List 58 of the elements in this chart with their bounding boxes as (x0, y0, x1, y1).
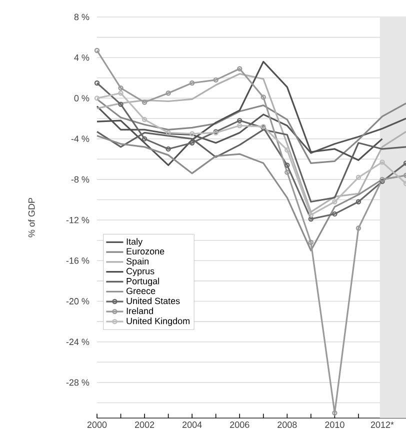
point (260, 94, 266, 100)
point (189, 140, 195, 146)
point (332, 211, 338, 217)
x-tick-label: 2006 (230, 422, 250, 428)
point (166, 130, 171, 136)
y-tick-label: -24 % (66, 338, 90, 346)
point (237, 123, 242, 128)
point (332, 199, 338, 204)
y-tick-label: -8 % (71, 176, 90, 183)
point (166, 146, 171, 152)
point (166, 90, 171, 96)
y-tick-label: 8 % (74, 14, 90, 20)
legend-label: Portugal (126, 278, 159, 286)
point (118, 85, 124, 91)
y-tick-label: -28 % (66, 379, 90, 386)
point (237, 66, 242, 72)
point (380, 160, 385, 165)
legend-label: Eurozone (126, 248, 164, 254)
legend-label: United Kingdom (126, 318, 190, 326)
point (284, 170, 290, 175)
x-tick-label: 2012* (370, 422, 394, 428)
y-tick-label: -4 % (71, 136, 90, 142)
x-tick-label: 2008 (278, 422, 297, 428)
legend-label: Spain (126, 258, 148, 266)
legend-label: Greece (126, 288, 156, 294)
point (356, 226, 362, 231)
point (118, 102, 124, 107)
legend-label: Italy (126, 238, 143, 247)
point (189, 80, 195, 86)
y-tick-label: 0 % (74, 95, 90, 102)
x-tick-label: 2004 (182, 422, 202, 428)
y-tick-label: -12 % (66, 216, 90, 224)
point (308, 212, 314, 218)
y-tick-label: 4 % (74, 54, 90, 61)
x-tick-label: 2002 (134, 422, 154, 428)
point (284, 147, 290, 153)
legend-label: Cyprus (126, 268, 154, 276)
point (213, 77, 218, 83)
legend-label: Ireland (126, 308, 153, 314)
legend-label: United States (126, 298, 180, 304)
point (308, 240, 314, 245)
point (118, 90, 124, 96)
point (308, 216, 314, 222)
x-tick-label: 2000 (87, 422, 107, 428)
x-tick-label: 2010 (325, 422, 344, 428)
point (356, 174, 362, 180)
point (142, 136, 148, 142)
point (332, 410, 338, 416)
point (356, 199, 362, 204)
point (142, 116, 148, 122)
y-tick-label: -16 % (66, 257, 90, 264)
line-series (96, 98, 406, 164)
point (142, 100, 148, 105)
point (189, 131, 195, 136)
y-tick-label: -20 % (66, 298, 90, 304)
point (284, 162, 290, 168)
point (237, 118, 242, 124)
y-axis-title: % of GDP (28, 198, 35, 238)
